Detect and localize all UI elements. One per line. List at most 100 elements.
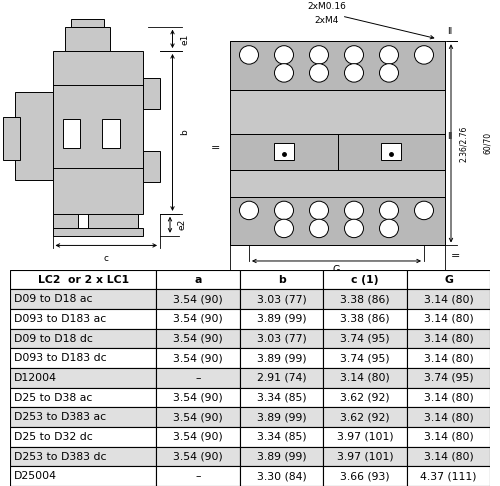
Bar	[142, 78, 160, 109]
Text: D09 to D18 ac: D09 to D18 ac	[14, 294, 92, 304]
Text: 3.03 (77): 3.03 (77)	[257, 294, 306, 304]
Text: G: G	[444, 275, 453, 285]
Bar	[324, 407, 407, 427]
Bar	[62, 119, 80, 148]
Text: D25004: D25004	[14, 471, 57, 481]
Bar	[240, 427, 324, 447]
Circle shape	[310, 46, 328, 64]
Bar	[65, 27, 110, 51]
Bar	[240, 467, 324, 486]
Text: 3.14 (80): 3.14 (80)	[424, 393, 474, 402]
Text: b: b	[180, 130, 189, 135]
Text: G: G	[333, 265, 340, 275]
Circle shape	[274, 219, 293, 238]
Bar	[324, 447, 407, 467]
Bar	[324, 467, 407, 486]
Bar	[324, 329, 407, 348]
Text: 3.62 (92): 3.62 (92)	[340, 412, 390, 422]
Text: 3.14 (80): 3.14 (80)	[424, 333, 474, 344]
Circle shape	[414, 46, 434, 64]
Circle shape	[274, 46, 293, 64]
Text: 3.74 (95): 3.74 (95)	[424, 373, 474, 383]
Text: 3.14 (80): 3.14 (80)	[424, 353, 474, 363]
Bar	[71, 19, 104, 27]
Text: –: –	[196, 471, 201, 481]
Text: 3.66 (93): 3.66 (93)	[340, 471, 390, 481]
Circle shape	[380, 64, 398, 82]
Circle shape	[274, 201, 293, 220]
Text: 3.03 (77): 3.03 (77)	[257, 333, 306, 344]
Bar	[230, 197, 445, 245]
Text: 3.97 (101): 3.97 (101)	[337, 432, 394, 442]
Text: b: b	[278, 275, 285, 285]
Text: 3.14 (80): 3.14 (80)	[424, 294, 474, 304]
Bar	[156, 270, 240, 289]
Text: =: =	[452, 251, 460, 261]
Text: 3.54 (90): 3.54 (90)	[174, 432, 223, 442]
Text: e1: e1	[180, 33, 189, 45]
Circle shape	[274, 64, 293, 82]
Text: D25 to D32 dc: D25 to D32 dc	[14, 432, 92, 442]
Circle shape	[414, 201, 434, 220]
Circle shape	[344, 64, 364, 82]
Text: 3.54 (90): 3.54 (90)	[174, 393, 223, 402]
Text: D12004: D12004	[14, 373, 57, 383]
Text: =: =	[212, 143, 220, 153]
Bar	[15, 92, 52, 180]
Bar	[407, 467, 490, 486]
Circle shape	[344, 201, 364, 220]
Bar	[10, 368, 156, 388]
Circle shape	[240, 46, 258, 64]
Circle shape	[344, 219, 364, 238]
Text: D253 to D383 dc: D253 to D383 dc	[14, 451, 106, 462]
Bar	[156, 427, 240, 447]
Text: 3.62 (92): 3.62 (92)	[340, 393, 390, 402]
Text: 4.37 (111): 4.37 (111)	[420, 471, 476, 481]
Text: 3.14 (80): 3.14 (80)	[340, 373, 390, 383]
Bar	[407, 329, 490, 348]
Text: a: a	[334, 282, 340, 293]
Text: a: a	[194, 275, 202, 285]
Bar	[156, 309, 240, 329]
Bar	[10, 447, 156, 467]
Text: 2xM4: 2xM4	[314, 16, 339, 25]
Bar	[230, 41, 445, 245]
Bar	[407, 407, 490, 427]
Bar	[156, 388, 240, 407]
Text: 3.54 (90): 3.54 (90)	[174, 314, 223, 324]
Bar	[52, 228, 142, 236]
Bar	[230, 41, 445, 90]
Text: 3.14 (80): 3.14 (80)	[424, 412, 474, 422]
Text: 3.14 (80): 3.14 (80)	[424, 451, 474, 462]
Text: 3.38 (86): 3.38 (86)	[340, 294, 390, 304]
Text: D09 to D18 dc: D09 to D18 dc	[14, 333, 92, 344]
Bar	[240, 270, 324, 289]
Bar	[142, 151, 160, 182]
Bar	[324, 388, 407, 407]
Text: 3.89 (99): 3.89 (99)	[257, 412, 306, 422]
Bar	[407, 270, 490, 289]
Bar	[407, 348, 490, 368]
Circle shape	[310, 64, 328, 82]
Bar	[10, 329, 156, 348]
Circle shape	[344, 46, 364, 64]
Text: 3.74 (95): 3.74 (95)	[340, 333, 390, 344]
Bar	[2, 117, 20, 160]
Text: 3.38 (86): 3.38 (86)	[340, 314, 390, 324]
Text: 2xM0.16: 2xM0.16	[308, 2, 346, 11]
Text: 3.89 (99): 3.89 (99)	[257, 314, 306, 324]
Bar	[381, 143, 401, 160]
Bar	[407, 447, 490, 467]
Bar	[407, 427, 490, 447]
Bar	[10, 348, 156, 368]
Bar	[10, 467, 156, 486]
Text: 2.91 (74): 2.91 (74)	[257, 373, 306, 383]
Text: 3.14 (80): 3.14 (80)	[424, 432, 474, 442]
Text: 3.97 (101): 3.97 (101)	[337, 451, 394, 462]
Bar	[156, 467, 240, 486]
Bar	[102, 119, 120, 148]
Bar	[240, 348, 324, 368]
Bar	[274, 143, 294, 160]
Text: –: –	[196, 373, 201, 383]
Circle shape	[310, 219, 328, 238]
